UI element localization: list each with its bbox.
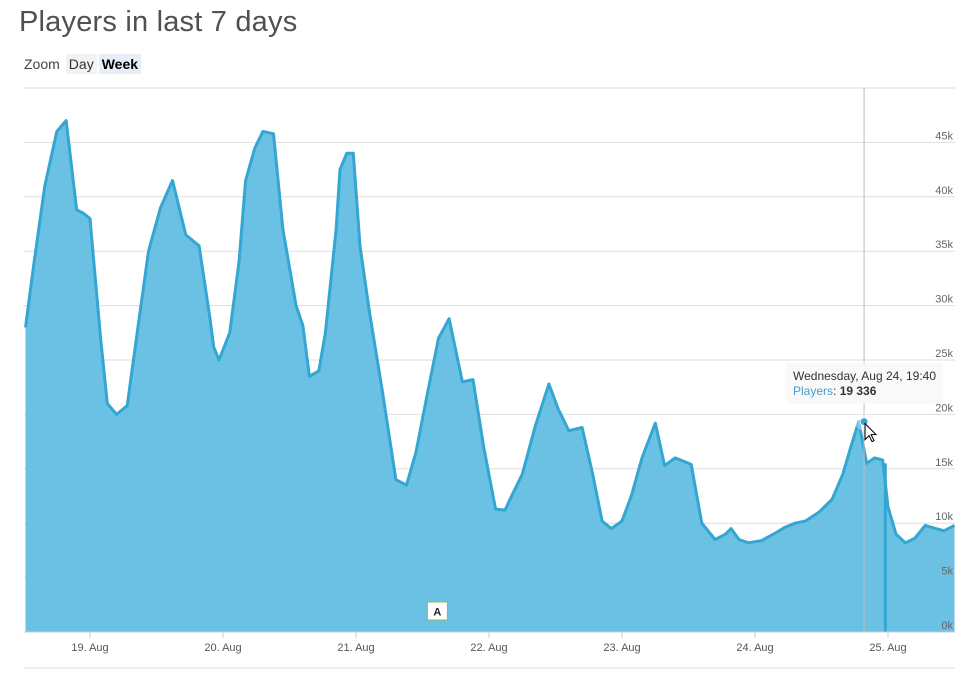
flag-marker-box[interactable] bbox=[426, 601, 448, 621]
x-tick-label: 25. Aug bbox=[869, 642, 906, 654]
x-tick-label: 20. Aug bbox=[204, 642, 241, 654]
x-tick-label: 22. Aug bbox=[470, 642, 507, 654]
y-tick-label: 10k bbox=[935, 511, 953, 523]
zoom-selector: Zoom Day Week bbox=[24, 54, 143, 74]
tooltip-value: 19 336 bbox=[839, 384, 877, 398]
mouse-pointer-icon bbox=[864, 422, 878, 443]
y-tick-label: 15k bbox=[935, 457, 953, 469]
y-tick-label: 20k bbox=[935, 402, 953, 414]
y-tick-label: 25k bbox=[935, 348, 953, 360]
x-tick-label: 19. Aug bbox=[71, 642, 108, 654]
flag-marker-label: A bbox=[433, 607, 441, 619]
chart-tooltip: Wednesday, Aug 24, 19:40 Players: 19 336 bbox=[786, 363, 943, 404]
zoom-week-button[interactable]: Week bbox=[98, 54, 142, 74]
y-tick-label: 30k bbox=[935, 294, 953, 306]
page-title: Players in last 7 days bbox=[19, 6, 298, 38]
zoom-label: Zoom bbox=[24, 56, 60, 72]
tooltip-value-row: Players: 19 336 bbox=[793, 384, 936, 399]
y-tick-label: 45k bbox=[935, 130, 953, 142]
zoom-day-button[interactable]: Day bbox=[65, 54, 97, 74]
x-tick-label: 24. Aug bbox=[736, 642, 773, 654]
y-tick-label: 0k bbox=[941, 620, 953, 632]
tooltip-series-name: Players bbox=[793, 384, 834, 398]
x-tick-label: 21. Aug bbox=[337, 642, 374, 654]
y-tick-label: 5k bbox=[941, 566, 953, 578]
y-tick-label: 35k bbox=[935, 239, 953, 251]
tooltip-date: Wednesday, Aug 24, 19:40 bbox=[793, 369, 936, 383]
tooltip-separator: : bbox=[833, 384, 837, 398]
players-series-area bbox=[25, 120, 955, 632]
x-tick-label: 23. Aug bbox=[603, 642, 640, 654]
y-tick-label: 40k bbox=[935, 185, 953, 197]
hover-point-marker[interactable] bbox=[859, 417, 869, 427]
players-series-line[interactable] bbox=[24, 119, 956, 545]
